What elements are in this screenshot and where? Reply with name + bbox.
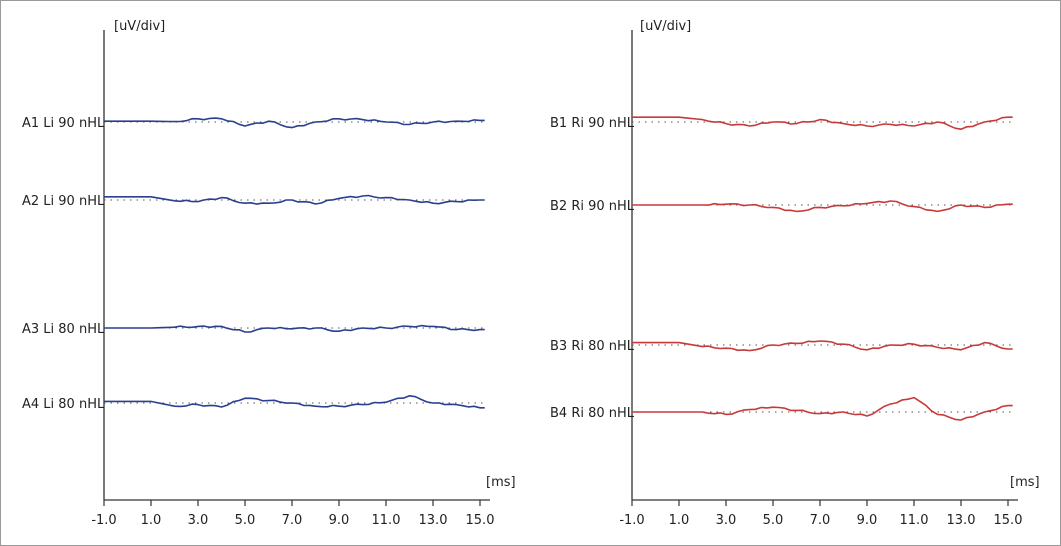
x-tick-label: 13.0	[419, 513, 448, 528]
series-label: A1 Li 90 nHL	[22, 116, 105, 131]
x-tick-label: 15.0	[994, 513, 1023, 528]
series-waveform	[104, 194, 485, 205]
left-series: A1 Li 90 nHL A2 Li 90 nHL A3 Li 80 nHL A4 L…	[22, 116, 485, 412]
left-x-unit-label: [ms]	[486, 475, 516, 490]
x-tick-label: 15.0	[466, 513, 495, 528]
x-tick-label: 1.0	[141, 513, 162, 528]
left-x-ticks: -1.0 1.0 3.0 5.0 7.0 9.0 11.0 13.0 15.0	[91, 500, 494, 528]
series-label: A4 Li 80 nHL	[22, 397, 105, 412]
x-tick-label: -1.0	[91, 513, 116, 528]
series-waveform	[104, 324, 485, 333]
right-panel: [uV/div] [ms] -1.0 1.0 3.0 5.0 7.0 9.0 11.0 13.…	[550, 19, 1040, 528]
left-panel: [uV/div] [ms] -1.0 1.0 3.0 5.0 7.0 9.0 11.0 13.…	[22, 19, 516, 528]
x-tick-label: 11.0	[372, 513, 401, 528]
series-waveform	[632, 340, 1013, 352]
series-label: B3 Ri 80 nHL	[550, 339, 635, 354]
right-y-unit-label: [uV/div]	[640, 19, 691, 34]
x-tick-label: 11.0	[900, 513, 929, 528]
left-y-unit-label: [uV/div]	[114, 19, 165, 34]
series-waveform	[104, 117, 485, 129]
x-tick-label: 3.0	[188, 513, 209, 528]
x-tick-label: 1.0	[669, 513, 690, 528]
series-waveform	[632, 396, 1013, 421]
x-tick-label: 3.0	[716, 513, 737, 528]
series-label: B1 Ri 90 nHL	[550, 116, 635, 131]
x-tick-label: -1.0	[619, 513, 644, 528]
x-tick-label: 7.0	[810, 513, 831, 528]
x-tick-label: 9.0	[857, 513, 878, 528]
series-label: B2 Ri 90 nHL	[550, 199, 635, 214]
right-x-ticks: -1.0 1.0 3.0 5.0 7.0 9.0 11.0 13.0 15.0	[619, 500, 1022, 528]
series-waveform	[632, 200, 1013, 213]
series-label: A3 Li 80 nHL	[22, 322, 105, 337]
series-label: A2 Li 90 nHL	[22, 194, 105, 209]
x-tick-label: 13.0	[947, 513, 976, 528]
series-label: B4 Ri 80 nHL	[550, 406, 635, 421]
x-tick-label: 7.0	[282, 513, 303, 528]
x-tick-label: 5.0	[235, 513, 256, 528]
series-waveform	[632, 116, 1013, 130]
right-series: B1 Ri 90 nHL B2 Ri 90 nHL B3 Ri 80 nHL B4 R…	[550, 116, 1013, 421]
right-x-unit-label: [ms]	[1010, 475, 1040, 490]
x-tick-label: 9.0	[329, 513, 350, 528]
x-tick-label: 5.0	[763, 513, 784, 528]
series-waveform	[104, 395, 485, 409]
